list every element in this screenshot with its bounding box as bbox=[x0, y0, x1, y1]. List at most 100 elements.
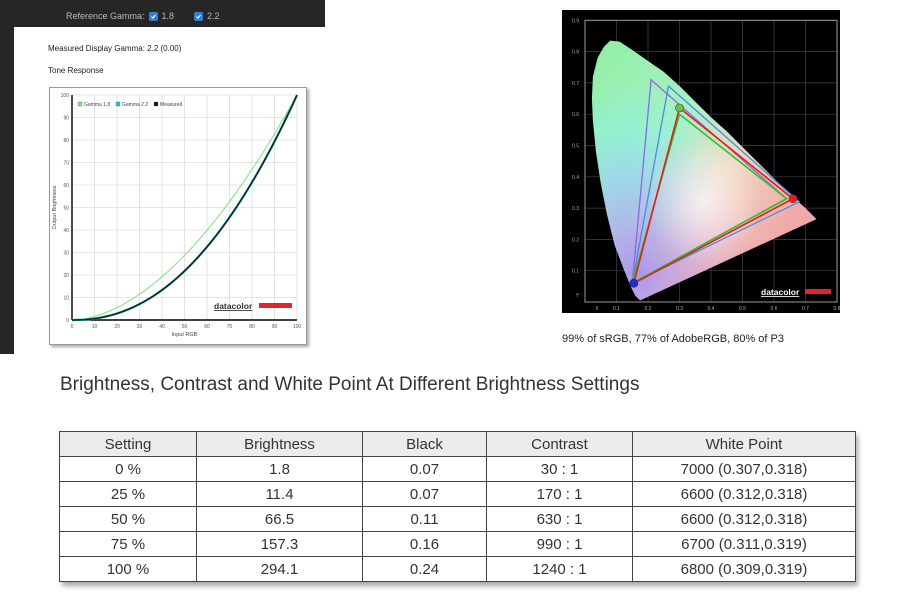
brightness-table: Setting Brightness Black Contrast White … bbox=[59, 431, 856, 582]
svg-text:Output Brightness: Output Brightness bbox=[52, 185, 58, 229]
svg-text:0.7: 0.7 bbox=[802, 306, 809, 312]
svg-text:100: 100 bbox=[61, 93, 70, 99]
svg-text:Gamma 1.8: Gamma 1.8 bbox=[84, 102, 110, 108]
svg-text:50: 50 bbox=[63, 206, 69, 212]
gamma-1-8-label: 1.8 bbox=[161, 11, 175, 21]
svg-text:20: 20 bbox=[114, 324, 120, 330]
svg-text:0.5: 0.5 bbox=[739, 306, 746, 312]
svg-text:0: 0 bbox=[71, 324, 74, 330]
check-icon bbox=[150, 14, 156, 19]
brightness-section-title: Brightness, Contrast and White Point At … bbox=[60, 374, 640, 395]
svg-text:0.2: 0.2 bbox=[645, 306, 652, 312]
svg-text:40: 40 bbox=[63, 228, 69, 234]
svg-text:90: 90 bbox=[272, 324, 278, 330]
svg-text:0.1: 0.1 bbox=[613, 306, 620, 312]
svg-text:30: 30 bbox=[137, 324, 143, 330]
gamut-measured bbox=[632, 106, 795, 285]
svg-text:0.4: 0.4 bbox=[572, 175, 579, 181]
svg-text:0.4: 0.4 bbox=[708, 306, 715, 312]
svg-text:0.8: 0.8 bbox=[572, 50, 579, 56]
series-measured bbox=[71, 94, 298, 321]
svg-text:0.2: 0.2 bbox=[572, 237, 579, 243]
svg-text:0.6: 0.6 bbox=[771, 306, 778, 312]
table-row: 0 % 1.8 0.07 30 : 1 7000 (0.307,0.318) bbox=[59, 456, 856, 482]
cell-white-point: 6600 (0.312,0.318) bbox=[632, 506, 856, 532]
svg-text:Input RGB: Input RGB bbox=[172, 332, 198, 338]
app-toolbar bbox=[0, 0, 325, 27]
gamma-2-2-label: 2.2 bbox=[207, 11, 220, 21]
svg-text:datacolor: datacolor bbox=[761, 287, 800, 297]
blue-primary-marker bbox=[629, 278, 639, 288]
svg-text:0.1: 0.1 bbox=[572, 269, 579, 275]
cell-black: 0.07 bbox=[362, 456, 487, 482]
svg-text:60: 60 bbox=[63, 183, 69, 189]
svg-text:10: 10 bbox=[63, 296, 69, 302]
svg-text:0.8: 0.8 bbox=[834, 306, 840, 312]
cell-contrast: 170 : 1 bbox=[486, 481, 633, 507]
table-row: 100 % 294.1 0.24 1240 : 1 6800 (0.309,0.… bbox=[59, 556, 856, 582]
cell-brightness: 1.8 bbox=[196, 456, 363, 482]
cell-setting: 50 % bbox=[59, 506, 197, 532]
svg-text:70: 70 bbox=[63, 161, 69, 167]
svg-text:Y: Y bbox=[576, 293, 580, 299]
header-setting: Setting bbox=[59, 431, 197, 457]
cell-contrast: 30 : 1 bbox=[486, 456, 633, 482]
svg-text:10: 10 bbox=[92, 324, 98, 330]
svg-text:X: X bbox=[595, 306, 599, 312]
cell-white-point: 6800 (0.309,0.319) bbox=[632, 556, 856, 582]
red-primary-marker bbox=[788, 194, 798, 204]
series-gamma-1-8 bbox=[71, 94, 298, 321]
cell-brightness: 66.5 bbox=[196, 506, 363, 532]
svg-text:50: 50 bbox=[182, 324, 188, 330]
gamma-2-2-checkbox[interactable] bbox=[194, 11, 204, 21]
table-row: 50 % 66.5 0.11 630 : 1 6600 (0.312,0.318… bbox=[59, 506, 856, 532]
gamut-p3 bbox=[631, 84, 801, 285]
svg-text:0.3: 0.3 bbox=[676, 306, 683, 312]
cell-white-point: 7000 (0.307,0.318) bbox=[632, 456, 856, 482]
cell-setting: 75 % bbox=[59, 531, 197, 557]
reference-gamma-controls: Reference Gamma: 1.8 2.2 bbox=[66, 9, 220, 23]
svg-text:30: 30 bbox=[63, 251, 69, 257]
green-primary-marker bbox=[675, 103, 684, 113]
tone-chart-frame bbox=[49, 87, 307, 345]
svg-text:80: 80 bbox=[249, 324, 255, 330]
svg-text:90: 90 bbox=[63, 116, 69, 122]
gamut-coverage-caption: 99% of sRGB, 77% of AdobeRGB, 80% of P3 bbox=[562, 333, 784, 345]
svg-text:20: 20 bbox=[63, 273, 69, 279]
cell-white-point: 6700 (0.311,0.319) bbox=[632, 531, 856, 557]
svg-text:0.6: 0.6 bbox=[572, 112, 579, 118]
cell-brightness: 157.3 bbox=[196, 531, 363, 557]
svg-text:0.7: 0.7 bbox=[572, 81, 579, 87]
cell-black: 0.07 bbox=[362, 481, 487, 507]
check-icon bbox=[196, 14, 202, 19]
svg-text:70: 70 bbox=[227, 324, 233, 330]
svg-text:datacolor: datacolor bbox=[214, 301, 253, 311]
svg-text:0.9: 0.9 bbox=[572, 18, 579, 24]
gamma-1-8-checkbox[interactable] bbox=[148, 11, 158, 21]
cell-setting: 25 % bbox=[59, 481, 197, 507]
svg-text:80: 80 bbox=[63, 138, 69, 144]
cell-contrast: 990 : 1 bbox=[486, 531, 633, 557]
cell-white-point: 6600 (0.312,0.318) bbox=[632, 481, 856, 507]
cell-brightness: 11.4 bbox=[196, 481, 363, 507]
tone-response-label: Tone Response bbox=[48, 66, 104, 75]
header-brightness: Brightness bbox=[196, 431, 363, 457]
header-black: Black bbox=[362, 431, 487, 457]
svg-text:60: 60 bbox=[204, 324, 210, 330]
cell-black: 0.24 bbox=[362, 556, 487, 582]
svg-text:0.5: 0.5 bbox=[572, 144, 579, 150]
table-row: 75 % 157.3 0.16 990 : 1 6700 (0.311,0.31… bbox=[59, 531, 856, 557]
cell-contrast: 630 : 1 bbox=[486, 506, 633, 532]
svg-text:40: 40 bbox=[159, 324, 165, 330]
svg-text:0: 0 bbox=[66, 318, 69, 324]
cell-setting: 0 % bbox=[59, 456, 197, 482]
measured-gamma-text: Measured Display Gamma: 2.2 (0.00) bbox=[48, 44, 182, 53]
gamut-chart: X 0.1 0.2 0.3 0.4 0.5 0.6 0.7 0.8 Y 0.1 0.2 0.3 0.4 0.… bbox=[572, 18, 840, 312]
svg-text:Measured: Measured bbox=[160, 102, 182, 108]
header-white-point: White Point bbox=[632, 431, 856, 457]
app-sidebar-edge bbox=[0, 0, 14, 354]
cell-black: 0.11 bbox=[362, 506, 487, 532]
tone-response-chart: 0 10 20 30 40 50 60 70 80 90 100 0 10 20 30 40 50 60 70 80 9… bbox=[52, 93, 301, 338]
cell-brightness: 294.1 bbox=[196, 556, 363, 582]
cell-setting: 100 % bbox=[59, 556, 197, 582]
